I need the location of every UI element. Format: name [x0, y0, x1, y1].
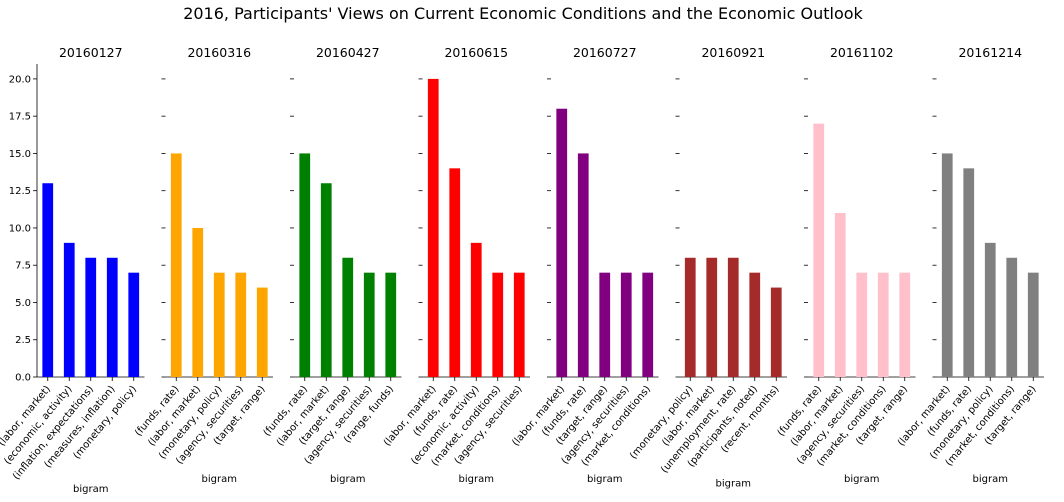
bar [599, 272, 611, 377]
subplot-20160127: 20160127 0.0 2.5 5.0 7.5 10.0 12.5 15.0 17.5 20.0… [0, 45, 145, 495]
x-axis-label: bigram [459, 474, 494, 485]
bar [1006, 257, 1018, 377]
bar [856, 272, 868, 377]
bar [620, 272, 632, 377]
subplot-title: 20160615 [444, 45, 508, 60]
bar [492, 272, 504, 377]
bar [42, 183, 54, 377]
bar [170, 153, 182, 377]
bar [770, 287, 782, 377]
bar [449, 168, 461, 377]
bar [106, 257, 118, 377]
subplot-20161102: 20161102(funds, rate)(labor, market)(age… [776, 45, 916, 485]
bar [684, 257, 696, 377]
subplot-20160727: 20160727(labor, market)(funds, rate)(tar… [510, 45, 659, 485]
subplot-20160427: 20160427(funds, rate)(labor, market)(tar… [262, 45, 402, 485]
x-axis-label: bigram [973, 474, 1008, 485]
subplot-title: 20160727 [573, 45, 637, 60]
y-tick-label: 17.5 [9, 112, 31, 123]
bar [834, 213, 846, 377]
bar [192, 227, 204, 377]
bar [427, 78, 439, 378]
bar [577, 153, 589, 377]
subplot-title: 20161214 [958, 45, 1022, 60]
bar [749, 272, 761, 377]
bar [1027, 272, 1039, 377]
bar [813, 123, 825, 377]
y-tick-label: 0.0 [15, 373, 31, 384]
subplot-title: 20161102 [830, 45, 894, 60]
bar [899, 272, 911, 377]
bar [642, 272, 654, 377]
x-axis-label: bigram [716, 479, 751, 490]
bar [235, 272, 247, 377]
subplot-20160921: 20160921(monetary, policy)(labor, market… [628, 45, 787, 490]
bar [877, 272, 889, 377]
subplot-title: 20160127 [59, 45, 123, 60]
y-tick-label: 2.5 [15, 335, 31, 346]
bar [556, 108, 568, 377]
x-axis-label: bigram [330, 474, 365, 485]
bar [213, 272, 225, 377]
bar [320, 183, 332, 377]
y-tick-label: 10.0 [9, 223, 31, 234]
x-axis-label: bigram [587, 474, 622, 485]
bar [299, 153, 311, 377]
bar [963, 168, 975, 377]
x-axis-label: bigram [202, 474, 237, 485]
bar [385, 272, 397, 377]
bar [256, 287, 268, 377]
bar [470, 242, 482, 377]
figure-title: 2016, Participants' Views on Current Eco… [183, 4, 863, 23]
bar [363, 272, 375, 377]
subplot-title: 20160921 [701, 45, 765, 60]
x-axis-label: bigram [844, 474, 879, 485]
y-tick-label: 12.5 [9, 186, 31, 197]
bar [128, 272, 140, 377]
bar [63, 242, 75, 377]
subplot-20161214: 20161214(labor, market)(funds, rate)(mon… [896, 45, 1044, 485]
bar [727, 257, 739, 377]
subplot-20160615: 20160615(labor, market)(funds, rate)(eco… [382, 45, 530, 485]
y-tick-label: 5.0 [15, 298, 31, 309]
bar [706, 257, 718, 377]
y-tick-label: 15.0 [9, 149, 31, 160]
bar [941, 153, 953, 377]
bar [342, 257, 354, 377]
subplot-title: 20160316 [187, 45, 251, 60]
bar [513, 272, 525, 377]
bar [984, 242, 996, 377]
subplot-title: 20160427 [316, 45, 380, 60]
y-tick-label: 7.5 [15, 261, 31, 272]
x-axis-label: bigram [73, 484, 108, 495]
bar [85, 257, 97, 377]
subplot-20160316: 20160316(funds, rate)(labor, market)(mon… [133, 45, 273, 485]
y-tick-label: 20.0 [9, 74, 31, 85]
